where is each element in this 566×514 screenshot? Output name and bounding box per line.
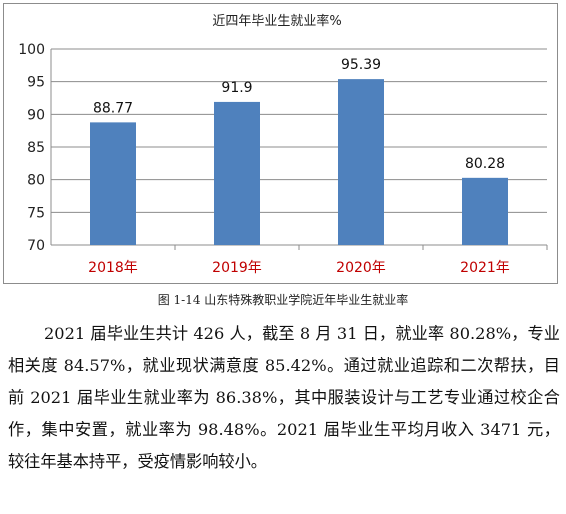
y-tick-label: 70 (27, 238, 45, 254)
y-tick-label: 95 (27, 75, 45, 91)
y-tick-label: 80 (27, 173, 45, 189)
x-tick-label-0: 2018年 (88, 260, 138, 276)
chart-container: 近四年毕业生就业率% 88.77 91.9 95.39 80.28 2018年 2019… (3, 3, 558, 284)
x-tick-label-1: 2019年 (212, 260, 262, 276)
y-tick-label: 90 (27, 107, 45, 123)
data-label-1: 91.9 (221, 80, 252, 96)
bar-2 (338, 79, 384, 245)
x-tick-label-2: 2020年 (336, 260, 386, 276)
y-tick-labels: 70 75 80 85 90 95 100 (18, 42, 45, 254)
chart-title: 近四年毕业生就业率% (212, 13, 341, 29)
data-labels: 88.77 91.9 95.39 80.28 (93, 57, 505, 172)
bar-chart: 近四年毕业生就业率% 88.77 91.9 95.39 80.28 2018年 2019… (3, 3, 558, 284)
bar-1 (214, 101, 260, 245)
y-tick-label: 100 (18, 42, 45, 58)
bar-3 (462, 177, 508, 245)
y-tick-label: 85 (27, 140, 45, 156)
bars (90, 79, 508, 245)
data-label-2: 95.39 (341, 57, 381, 73)
figure-caption: 图 1-14 山东特殊教职业学院近年毕业生就业率 (157, 293, 409, 307)
x-tick-label-3: 2021年 (460, 260, 510, 276)
y-tick-label: 75 (27, 205, 45, 221)
data-label-3: 80.28 (465, 156, 505, 172)
x-tick-labels: 2018年 2019年 2020年 2021年 (88, 260, 510, 276)
body-paragraph: 2021 届毕业生共计 426 人，截至 8 月 31 日，就业率 80.28%… (8, 324, 560, 471)
data-label-0: 88.77 (93, 100, 133, 116)
bar-0 (90, 122, 136, 245)
